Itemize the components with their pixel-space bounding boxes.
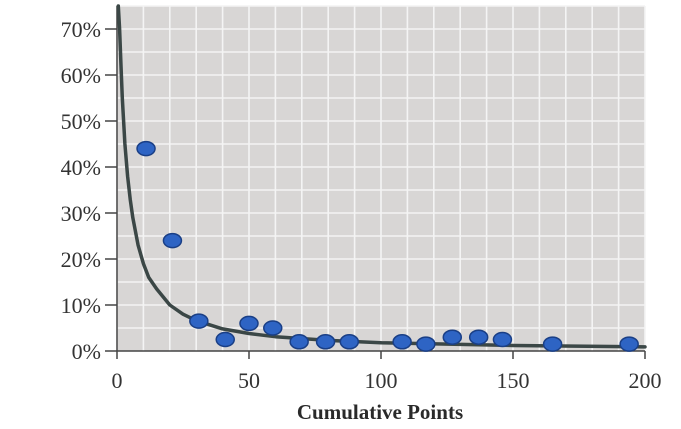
data-point	[339, 334, 360, 350]
x-tick-label: 0	[112, 368, 123, 393]
y-tick-label: 70%	[61, 17, 101, 42]
x-tick-label: 50	[238, 368, 260, 393]
grid	[116, 5, 646, 351]
data-point	[162, 232, 183, 249]
x-tick-label: 200	[629, 368, 662, 393]
data-point	[542, 336, 563, 352]
data-point	[215, 331, 235, 348]
y-tick-label: 20%	[61, 247, 101, 272]
x-tick-label: 100	[365, 368, 398, 393]
y-tick-label: 30%	[61, 201, 101, 226]
data-point	[289, 334, 309, 350]
data-point	[263, 320, 283, 336]
data-points	[136, 140, 639, 352]
y-tick-label: 60%	[61, 63, 101, 88]
y-axis-ticks: 0% 10% 20% 30% 40% 50% 60% 70%	[61, 17, 117, 364]
x-axis-ticks: 0 50 100 150 200	[112, 351, 662, 393]
x-tick-label: 150	[497, 368, 530, 393]
data-point	[442, 329, 463, 345]
y-tick-label: 0%	[72, 339, 101, 364]
y-tick-label: 50%	[61, 109, 101, 134]
y-tick-label: 10%	[61, 293, 101, 318]
y-tick-label: 40%	[61, 155, 101, 180]
data-point	[468, 329, 489, 345]
data-point	[416, 336, 436, 352]
data-point	[189, 313, 209, 329]
data-point	[239, 315, 259, 332]
data-point	[315, 334, 336, 350]
data-point	[392, 334, 412, 350]
data-point	[492, 331, 513, 348]
data-point	[619, 336, 639, 352]
x-axis-label: Cumulative Points	[297, 400, 463, 424]
data-point	[136, 140, 156, 157]
